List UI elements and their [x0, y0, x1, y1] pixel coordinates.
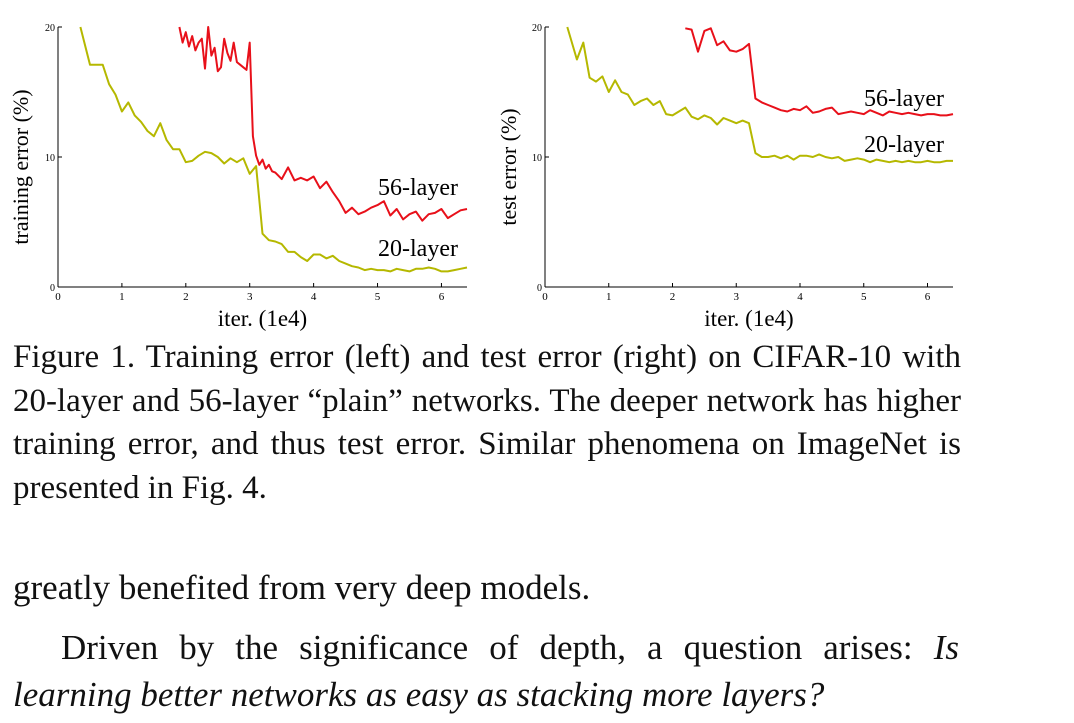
train-x-tick-label: 3 [247, 291, 253, 303]
test-x-tick-label: 0 [542, 291, 548, 303]
train-x-tick-label: 0 [55, 291, 61, 303]
train-series-label-20layer: 20-layer [378, 236, 458, 262]
train-x-tick-label: 2 [183, 291, 189, 303]
train-series-label-56layer: 56-layer [378, 175, 458, 201]
body-paragraph-1: greatly benefited from very deep models. [13, 568, 591, 607]
body-paragraph-2-lead: Driven by the significance of depth, a q… [61, 628, 934, 667]
test-y-tick-label: 10 [532, 153, 542, 164]
test-x-tick-label: 1 [606, 291, 612, 303]
test-series-20layer [566, 26, 953, 164]
train-y-tick-label: 10 [45, 153, 55, 164]
test-x-tick-label: 3 [734, 291, 740, 303]
train-y-axis-label: training error (%) [8, 89, 33, 244]
train-x-tick-label: 1 [119, 291, 125, 303]
train-series-20layer [79, 26, 468, 273]
figure-caption: Figure 1. Training error (left) and test… [13, 339, 961, 506]
test-x-tick-label: 6 [925, 291, 931, 303]
test-series-label-20layer: 20-layer [864, 132, 944, 158]
test-x-tick-label: 2 [670, 291, 676, 303]
test-series-label-56layer: 56-layer [864, 86, 944, 112]
train-x-tick-label: 4 [311, 291, 317, 303]
figure-1: 0 1 2 3 4 5 6 0 10 20 iter. (1e4) training error (%… [0, 0, 1074, 340]
train-y-tick-label: 0 [50, 283, 55, 294]
body-paragraph-2-question: Is learning better networks as easy as s… [13, 628, 959, 714]
train-series-56layer [178, 26, 468, 222]
train-x-axis-label: iter. (1e4) [218, 306, 307, 331]
test-x-axis-label: iter. (1e4) [704, 306, 793, 331]
body-paragraph-2: Driven by the significance of depth, a q… [13, 624, 959, 718]
test-series-56layer [685, 27, 954, 117]
train-y-tick-label: 20 [45, 23, 55, 34]
train-x-tick-label: 6 [439, 291, 445, 303]
test-x-tick-label: 5 [861, 291, 867, 303]
test-x-tick-label: 4 [797, 291, 803, 303]
test-y-tick-label: 0 [537, 283, 542, 294]
test-y-tick-label: 20 [532, 23, 542, 34]
train-x-tick-label: 5 [375, 291, 381, 303]
test-y-axis-label: test error (%) [496, 108, 521, 225]
